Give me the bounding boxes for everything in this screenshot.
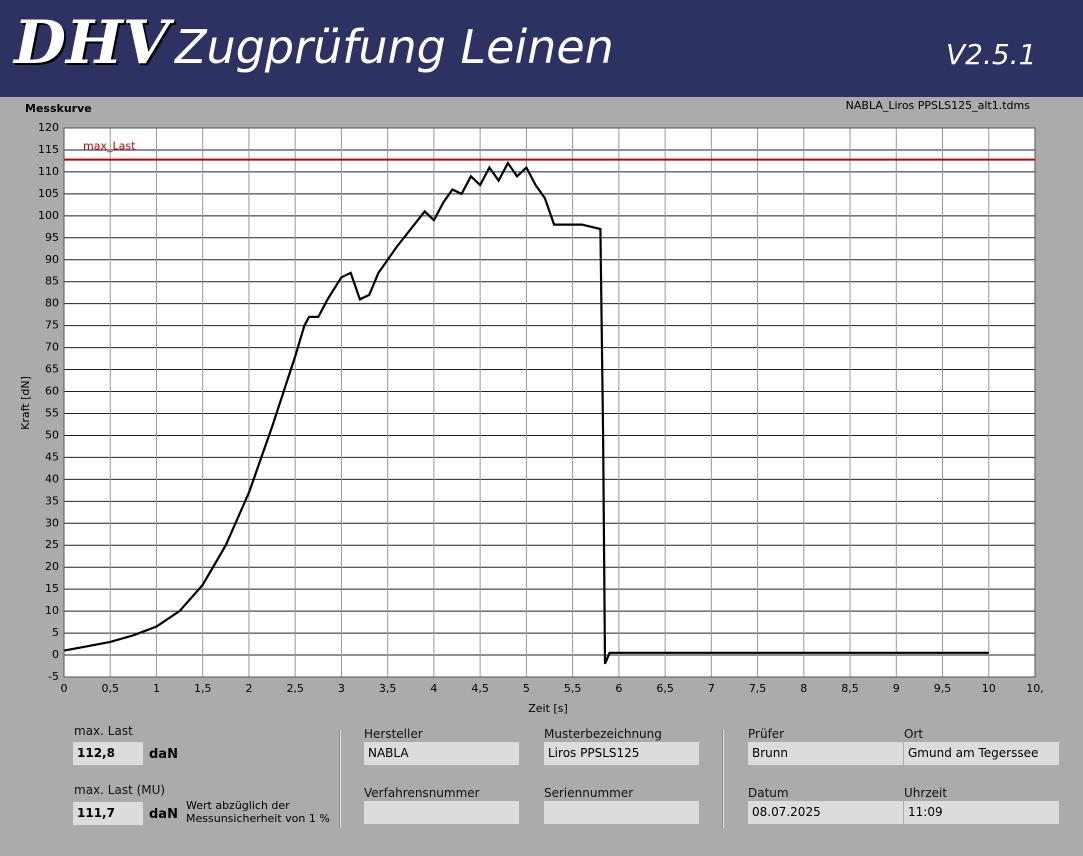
y-tick-label: 95 [45, 231, 59, 244]
x-tick-label: 6,5 [656, 682, 674, 695]
x-tick-label: 5 [523, 682, 530, 695]
y-tick-label: 5 [52, 626, 59, 639]
x-tick-label: 2 [245, 682, 252, 695]
y-tick-label: 75 [45, 319, 59, 332]
x-tick-label: 3 [338, 682, 345, 695]
x-tick-label: 10 [982, 682, 996, 695]
y-tick-label: 100 [38, 209, 59, 222]
separator [339, 730, 341, 828]
field-value [364, 801, 519, 824]
max-load-value: 112,8 [73, 742, 143, 765]
max-load-mu-value: 111,7 [73, 802, 143, 825]
y-tick-label: 50 [45, 428, 59, 441]
max-load-label: max. Last [74, 724, 133, 738]
max-load-unit: daN [149, 747, 178, 762]
x-tick-label: 8,5 [841, 682, 859, 695]
x-tick-label: 4 [430, 682, 437, 695]
max-load-mu-note: Wert abzüglich der Messunsicherheit von … [186, 799, 330, 825]
field-label: Seriennummer [544, 786, 634, 800]
field-label: Ort [904, 727, 924, 741]
max-load-annotation: max_Last [83, 140, 136, 153]
field-label: Musterbezeichnung [544, 727, 662, 741]
x-tick-label: 10, [1026, 682, 1044, 695]
y-tick-label: 85 [45, 275, 59, 288]
logo: DHV [14, 8, 170, 78]
y-tick-label: 0 [52, 648, 59, 661]
separator [722, 730, 724, 828]
y-tick-label: 55 [45, 406, 59, 419]
force-curve [63, 160, 989, 665]
header: DHV Zugprüfung Leinen V2.5.1 [0, 0, 1083, 97]
field-value: Brunn [748, 742, 903, 765]
x-tick-label: 4,5 [471, 682, 489, 695]
version: V2.5.1 [946, 38, 1037, 71]
y-tick-label: 40 [45, 472, 59, 485]
y-tick-label: 45 [45, 450, 59, 463]
field-value: NABLA [364, 742, 519, 765]
y-tick-label: 90 [45, 253, 59, 266]
field-label: Verfahrensnummer [364, 786, 480, 800]
y-tick-label: 105 [38, 187, 59, 200]
file-name: NABLA_Liros PPSLS125_alt1.tdms [846, 99, 1031, 112]
x-tick-label: 7 [708, 682, 715, 695]
y-tick-label: 115 [38, 143, 59, 156]
x-tick-label: 3,5 [379, 682, 397, 695]
app-title: Zugprüfung Leinen [175, 20, 614, 74]
field-value: 08.07.2025 [748, 801, 903, 824]
y-tick-label: 10 [45, 604, 59, 617]
field-value: Gmund am Tegerssee [904, 742, 1059, 765]
x-tick-label: 2,5 [286, 682, 304, 695]
x-tick-label: 6 [615, 682, 622, 695]
y-tick-label: 25 [45, 538, 59, 551]
field-value [544, 801, 699, 824]
field-label: Prüfer [748, 727, 785, 741]
field-label: Datum [748, 786, 789, 800]
y-tick-label: 15 [45, 582, 59, 595]
field-value: 11:09 [904, 801, 1059, 824]
field-label: Uhrzeit [904, 786, 948, 800]
x-tick-label: 0 [61, 682, 68, 695]
x-tick-label: 1 [153, 682, 160, 695]
x-tick-label: 9,5 [934, 682, 952, 695]
x-axis-label: Zeit [s] [528, 702, 567, 715]
y-tick-label: 35 [45, 494, 59, 507]
plot-area [64, 128, 1035, 677]
plot-frame [63, 127, 1036, 678]
y-tick-label: 60 [45, 385, 59, 398]
field-label: Hersteller [364, 727, 423, 741]
x-tick-label: 7,5 [749, 682, 767, 695]
chart: Messkurve NABLA_Liros PPSLS125_alt1.tdms… [19, 99, 1044, 715]
x-tick-label: 0,5 [101, 682, 119, 695]
x-tick-label: 1,5 [194, 682, 212, 695]
x-tick-label: 5,5 [564, 682, 582, 695]
field-value: Liros PPSLS125 [544, 742, 699, 765]
max-load-mu-unit: daN [149, 807, 178, 822]
y-tick-label: -5 [48, 670, 59, 683]
y-tick-label: 120 [38, 121, 59, 134]
x-tick-label: 9 [893, 682, 900, 695]
y-axis-label: Kraft [dN] [19, 376, 32, 430]
info-panel: max. Last 112,8 daN max. Last (MU) 111,7… [0, 722, 1083, 856]
y-tick-label: 80 [45, 297, 59, 310]
y-tick-label: 30 [45, 516, 59, 529]
max-load-mu-label: max. Last (MU) [74, 783, 166, 797]
y-tick-label: 110 [38, 165, 59, 178]
chart-title: Messkurve [25, 102, 92, 115]
y-tick-label: 65 [45, 363, 59, 376]
x-tick-label: 8 [800, 682, 807, 695]
y-tick-label: 20 [45, 560, 59, 573]
y-tick-label: 70 [45, 341, 59, 354]
